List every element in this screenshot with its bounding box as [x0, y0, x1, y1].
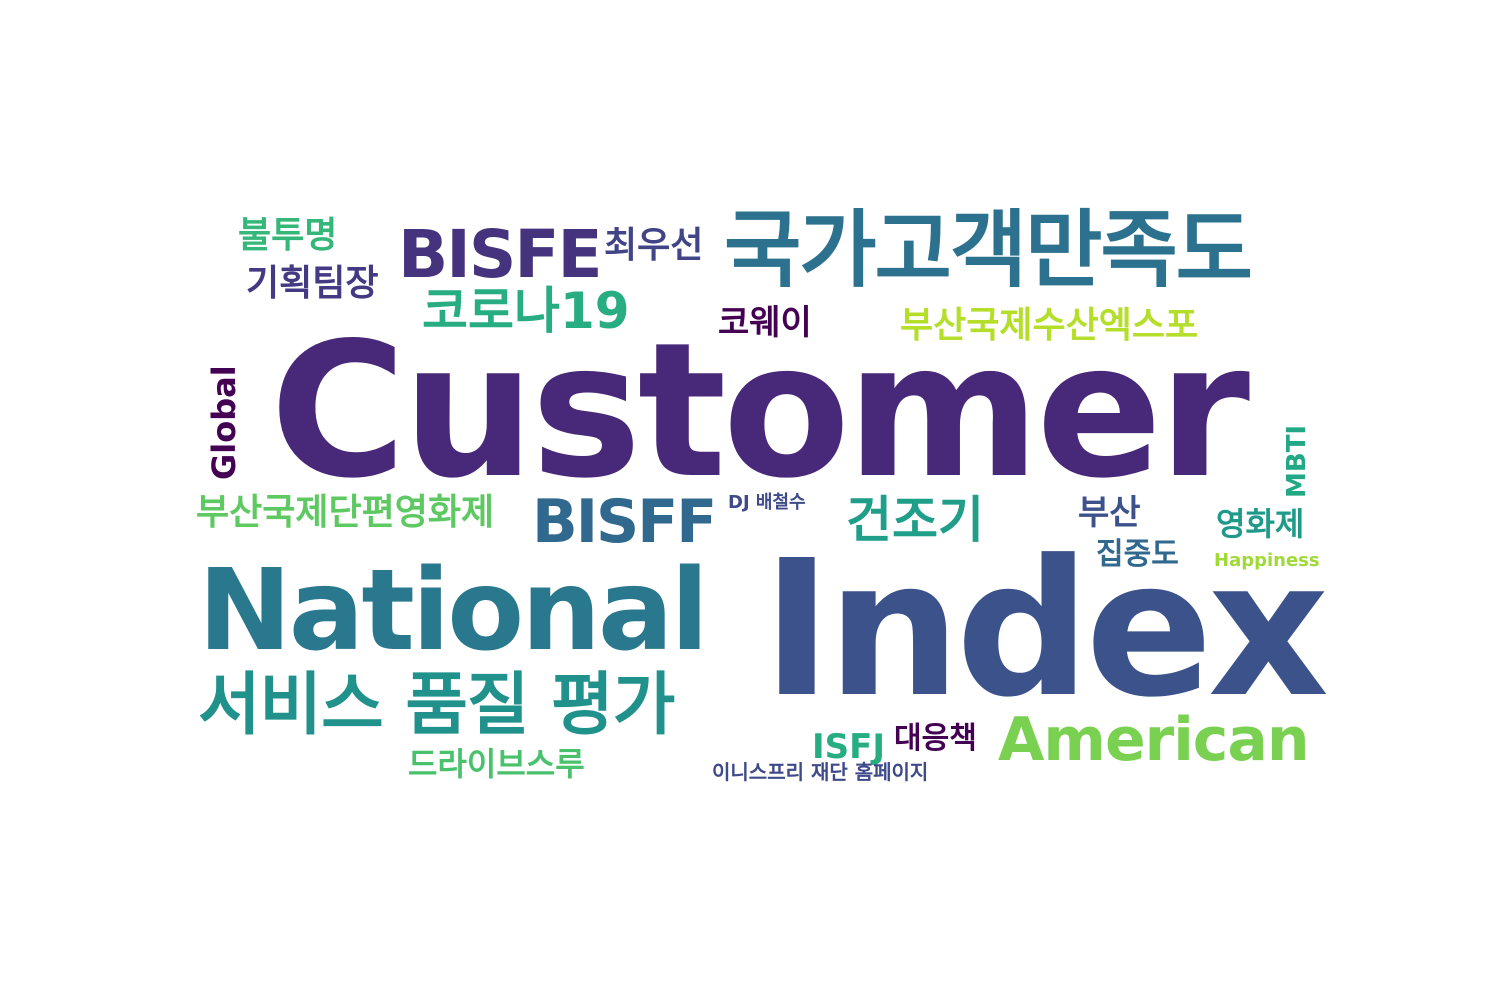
word-bisfe: BISFE — [398, 216, 603, 293]
word-innisfree-foundation-homepage: 이니스프리 재단 홈페이지 — [712, 760, 929, 784]
word-mbti: MBTI — [1282, 424, 1312, 498]
word-bisff: BISFF — [532, 487, 717, 557]
word-index: Index — [762, 520, 1329, 739]
word-busan-intl-short-film-festival: 부산국제단편영화제 — [196, 492, 495, 533]
word-concentration: 집중도 — [1096, 537, 1179, 572]
word-film-festival: 영화제 — [1216, 505, 1305, 543]
word-drivethrough: 드라이브스루 — [408, 745, 585, 783]
word-american: American — [998, 705, 1310, 775]
word-bultumyeong: 불투명 — [238, 215, 338, 256]
word-corona19: 코로나19 — [422, 282, 630, 340]
word-choi-wooseon: 최우선 — [604, 225, 704, 266]
word-countermeasure: 대응책 — [894, 721, 977, 756]
word-national: National — [198, 546, 709, 676]
word-coway: 코웨이 — [718, 303, 812, 343]
word-happiness: Happiness — [1214, 550, 1320, 571]
word-customer: Customer — [270, 302, 1250, 519]
word-service-quality-evaluation: 서비스 품질 평가 — [198, 666, 675, 745]
word-isfj: ISFJ — [812, 727, 886, 767]
word-busan: 부산 — [1078, 493, 1141, 533]
word-planning-team-leader: 기획팀장 — [246, 263, 379, 304]
word-dryer: 건조기 — [846, 491, 984, 549]
word-global: Global — [205, 365, 243, 480]
word-national-customer-satisfaction: 국가고객만족도 — [724, 201, 1253, 299]
word-busan-intl-seafood-expo: 부산국제수산엑스포 — [900, 305, 1199, 346]
word-dj-bae-cheolsu: DJ 배철수 — [728, 492, 806, 513]
